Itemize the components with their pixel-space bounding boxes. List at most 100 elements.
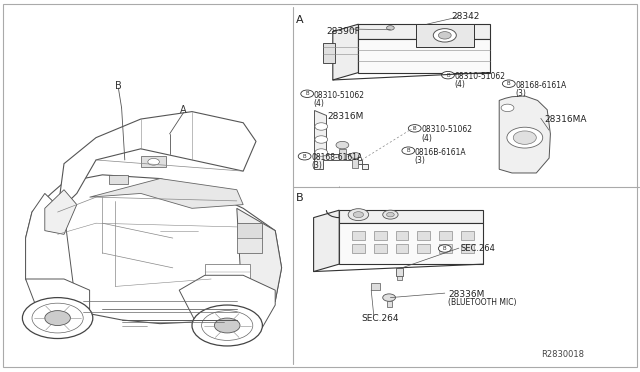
Circle shape bbox=[433, 29, 456, 42]
Bar bbox=[461, 231, 474, 240]
Circle shape bbox=[192, 305, 262, 346]
Bar bbox=[396, 231, 408, 240]
Text: R2830018: R2830018 bbox=[541, 350, 584, 359]
Bar bbox=[387, 301, 392, 307]
Circle shape bbox=[353, 212, 364, 218]
Polygon shape bbox=[26, 193, 77, 316]
Circle shape bbox=[301, 90, 314, 97]
Circle shape bbox=[45, 311, 70, 326]
Text: A: A bbox=[180, 105, 187, 115]
Circle shape bbox=[387, 26, 394, 30]
Circle shape bbox=[315, 136, 328, 143]
Polygon shape bbox=[339, 210, 483, 223]
Text: 28336M: 28336M bbox=[448, 290, 484, 299]
Circle shape bbox=[202, 311, 253, 340]
Text: 28316MA: 28316MA bbox=[544, 115, 586, 124]
Circle shape bbox=[438, 245, 451, 252]
Text: B: B bbox=[305, 91, 309, 96]
Circle shape bbox=[383, 210, 398, 219]
Circle shape bbox=[148, 158, 159, 165]
Polygon shape bbox=[314, 210, 339, 272]
Circle shape bbox=[383, 294, 396, 301]
Circle shape bbox=[387, 212, 394, 217]
Circle shape bbox=[408, 125, 421, 132]
Polygon shape bbox=[45, 190, 77, 234]
Circle shape bbox=[32, 303, 83, 333]
Bar bbox=[416, 24, 474, 46]
Text: SEC.264: SEC.264 bbox=[361, 314, 399, 323]
Circle shape bbox=[501, 104, 514, 112]
Text: B: B bbox=[303, 154, 307, 159]
Circle shape bbox=[350, 153, 360, 158]
Polygon shape bbox=[26, 175, 282, 324]
Bar bbox=[237, 223, 262, 238]
Text: A: A bbox=[296, 15, 304, 25]
Bar bbox=[396, 268, 403, 276]
Polygon shape bbox=[499, 96, 550, 173]
Bar bbox=[339, 149, 346, 160]
Text: B: B bbox=[413, 126, 417, 131]
Polygon shape bbox=[358, 24, 490, 39]
Bar bbox=[439, 231, 452, 240]
Text: (3): (3) bbox=[311, 161, 322, 170]
Bar bbox=[352, 159, 358, 168]
Text: 08310-51062: 08310-51062 bbox=[454, 72, 506, 81]
Text: SEC.264: SEC.264 bbox=[461, 244, 495, 253]
Bar bbox=[417, 244, 430, 253]
Bar bbox=[109, 175, 128, 184]
Polygon shape bbox=[314, 110, 368, 169]
Text: 0816B-6161A: 0816B-6161A bbox=[415, 148, 467, 157]
Polygon shape bbox=[26, 279, 90, 324]
Bar bbox=[461, 244, 474, 253]
Polygon shape bbox=[333, 24, 358, 80]
Text: 28390F: 28390F bbox=[326, 27, 360, 36]
Text: (4): (4) bbox=[314, 99, 324, 108]
Text: 08310-51062: 08310-51062 bbox=[421, 125, 472, 134]
Polygon shape bbox=[179, 275, 275, 335]
Text: B: B bbox=[507, 81, 511, 86]
Text: (BLUETOOTH MIC): (BLUETOOTH MIC) bbox=[448, 298, 516, 307]
Text: (3): (3) bbox=[515, 89, 526, 98]
Circle shape bbox=[402, 147, 415, 154]
Text: 28316M: 28316M bbox=[327, 112, 364, 121]
Circle shape bbox=[336, 141, 349, 149]
Circle shape bbox=[298, 153, 311, 160]
Circle shape bbox=[22, 298, 93, 339]
Circle shape bbox=[438, 32, 451, 39]
Text: B: B bbox=[443, 246, 447, 251]
Polygon shape bbox=[358, 39, 490, 73]
Circle shape bbox=[502, 80, 515, 87]
Bar bbox=[397, 276, 402, 280]
Bar bbox=[323, 43, 335, 63]
Text: 28342: 28342 bbox=[451, 12, 479, 21]
Polygon shape bbox=[90, 179, 243, 208]
Text: (4): (4) bbox=[454, 80, 465, 89]
Circle shape bbox=[315, 123, 328, 130]
Circle shape bbox=[507, 127, 543, 148]
Circle shape bbox=[513, 131, 536, 144]
Text: B: B bbox=[446, 73, 450, 78]
Bar bbox=[237, 223, 262, 253]
Text: B: B bbox=[296, 193, 304, 203]
Circle shape bbox=[442, 71, 454, 79]
Bar bbox=[371, 283, 380, 290]
Text: B: B bbox=[115, 81, 122, 90]
Bar bbox=[396, 244, 408, 253]
Bar bbox=[374, 244, 387, 253]
Bar bbox=[352, 244, 365, 253]
Polygon shape bbox=[58, 112, 256, 212]
Bar bbox=[417, 231, 430, 240]
Text: (3): (3) bbox=[415, 156, 426, 165]
Bar bbox=[374, 231, 387, 240]
Polygon shape bbox=[339, 223, 483, 264]
Text: 08310-51062: 08310-51062 bbox=[314, 91, 365, 100]
Bar bbox=[352, 231, 365, 240]
Polygon shape bbox=[237, 208, 282, 320]
Text: 08168-6161A: 08168-6161A bbox=[311, 153, 362, 162]
Text: 08168-6161A: 08168-6161A bbox=[515, 81, 566, 90]
Bar bbox=[439, 244, 452, 253]
Bar bbox=[141, 156, 166, 167]
Text: B: B bbox=[406, 148, 410, 153]
Circle shape bbox=[315, 149, 328, 156]
Circle shape bbox=[214, 318, 240, 333]
